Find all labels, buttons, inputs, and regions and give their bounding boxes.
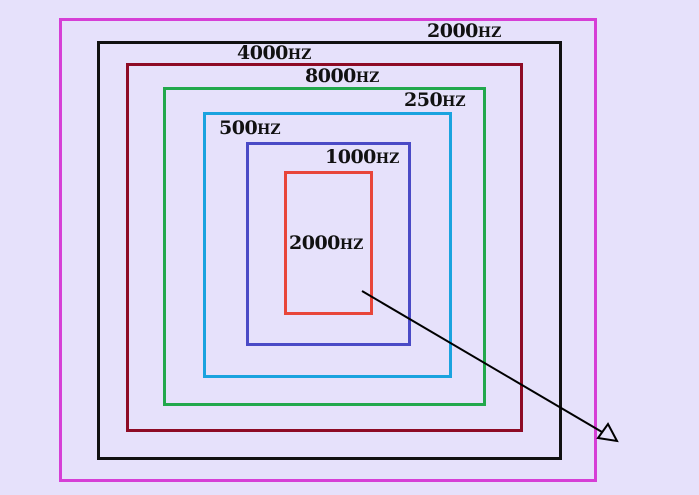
arrow-head-icon	[596, 422, 619, 443]
label-unit: HZ	[287, 47, 312, 63]
label-1000hz: 1000HZ	[325, 148, 399, 167]
label-value: 2000	[289, 232, 340, 254]
label-value: 4000	[237, 42, 288, 64]
label-value: 1000	[325, 146, 376, 168]
frequency-box-8000	[126, 63, 523, 432]
arrow-line	[361, 290, 603, 433]
frequency-box-500	[203, 112, 452, 378]
label-unit: HZ	[442, 94, 466, 110]
label-500hz: 500HZ	[219, 119, 281, 138]
label-unit: HZ	[477, 25, 502, 41]
label-unit: HZ	[375, 151, 400, 167]
label-8000hz: 8000HZ	[305, 67, 379, 86]
frequency-box-2000-inner	[284, 171, 373, 315]
label-value: 250	[404, 89, 443, 111]
frequency-box-2000-outer	[59, 18, 597, 482]
label-value: 500	[219, 117, 258, 139]
label-value: 2000	[427, 20, 478, 42]
label-2000hz-inner: 2000HZ	[289, 234, 363, 253]
frequency-box-4000	[97, 41, 562, 460]
label-unit: HZ	[355, 70, 380, 86]
label-250hz: 250HZ	[404, 91, 466, 110]
frequency-box-250	[163, 87, 486, 406]
label-4000hz: 4000HZ	[237, 44, 311, 63]
label-value: 8000	[305, 65, 356, 87]
frequency-box-1000	[246, 142, 411, 346]
label-2000hz-outer: 2000HZ	[427, 22, 501, 41]
label-unit: HZ	[257, 122, 281, 138]
label-unit: HZ	[339, 237, 364, 253]
